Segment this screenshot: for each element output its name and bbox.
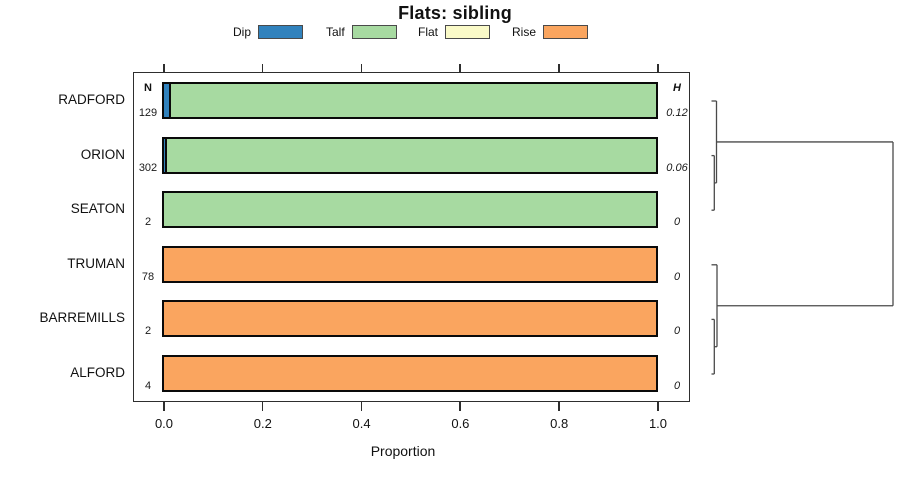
n-value-alford: 4	[144, 380, 152, 392]
legend-swatch-talf	[351, 25, 397, 39]
axis-tick	[360, 402, 363, 411]
h-value-seaton: 0	[673, 216, 681, 228]
legend-item-dip: Dip	[233, 25, 304, 39]
row-label-radford: RADFORD	[58, 92, 125, 107]
segment-dip-orion	[164, 139, 167, 172]
n-value-truman: 78	[141, 271, 155, 283]
legend-label-rise: Rise	[512, 25, 537, 39]
segment-talf-radford	[171, 84, 656, 117]
axis-tick	[459, 64, 461, 72]
axis-tick	[261, 64, 264, 72]
h-value-alford: 0	[673, 380, 681, 392]
bar-barremills	[162, 300, 658, 337]
legend-item-talf: Talf	[326, 25, 397, 39]
axis-tick	[657, 64, 659, 72]
h-column-header: H	[673, 82, 681, 94]
h-value-barremills: 0	[673, 325, 681, 337]
plot-area	[133, 72, 690, 402]
axis-tick	[261, 402, 264, 411]
row-label-truman: TRUMAN	[67, 256, 125, 271]
segment-talf-orion	[167, 139, 656, 172]
axis-tick	[558, 64, 560, 72]
axis-tick	[657, 402, 659, 411]
segment-rise-barremills	[164, 302, 656, 335]
axis-tick	[558, 402, 560, 411]
segment-rise-truman	[164, 248, 656, 281]
bar-alford	[162, 355, 658, 392]
axis-tick	[459, 402, 461, 411]
row-label-orion: ORION	[80, 147, 125, 162]
n-value-barremills: 2	[144, 325, 152, 337]
x-tick-label: 0.8	[550, 416, 569, 431]
x-tick-label: 1.0	[648, 416, 668, 431]
x-tick-label: 0.2	[253, 416, 272, 431]
bar-radford	[162, 82, 658, 119]
x-tick-label: 0.4	[352, 416, 371, 431]
legend-label-dip: Dip	[233, 25, 252, 39]
axis-tick	[360, 64, 363, 72]
segment-talf-seaton	[164, 193, 656, 226]
segment-rise-alford	[164, 357, 656, 390]
legend-item-flat: Flat	[418, 25, 491, 39]
x-tick-label: 0.0	[154, 416, 174, 431]
bar-orion	[162, 137, 658, 174]
h-value-orion: 0.06	[666, 162, 688, 174]
legend-label-talf: Talf	[326, 25, 345, 39]
x-axis-title: Proportion	[370, 443, 436, 459]
h-value-radford: 0.12	[666, 107, 688, 119]
h-value-truman: 0	[673, 271, 681, 283]
axis-tick	[163, 64, 165, 72]
legend-item-rise: Rise	[512, 25, 589, 39]
segment-dip-radford	[164, 84, 171, 117]
legend-swatch-rise	[543, 25, 589, 39]
row-label-seaton: SEATON	[70, 201, 125, 216]
row-label-barremills: BARREMILLS	[39, 310, 125, 325]
n-value-radford: 129	[138, 107, 158, 119]
axis-tick	[163, 402, 165, 411]
bar-truman	[162, 246, 658, 283]
chart-title: Flats: sibling	[398, 3, 512, 23]
legend-swatch-flat	[445, 25, 491, 39]
x-tick-label: 0.6	[451, 416, 470, 431]
bar-seaton	[162, 191, 658, 228]
n-value-seaton: 2	[144, 216, 152, 228]
row-label-alford: ALFORD	[70, 365, 125, 380]
n-column-header: N	[144, 82, 152, 94]
legend-label-flat: Flat	[418, 25, 439, 39]
legend-swatch-dip	[258, 25, 304, 39]
n-value-orion: 302	[138, 162, 158, 174]
